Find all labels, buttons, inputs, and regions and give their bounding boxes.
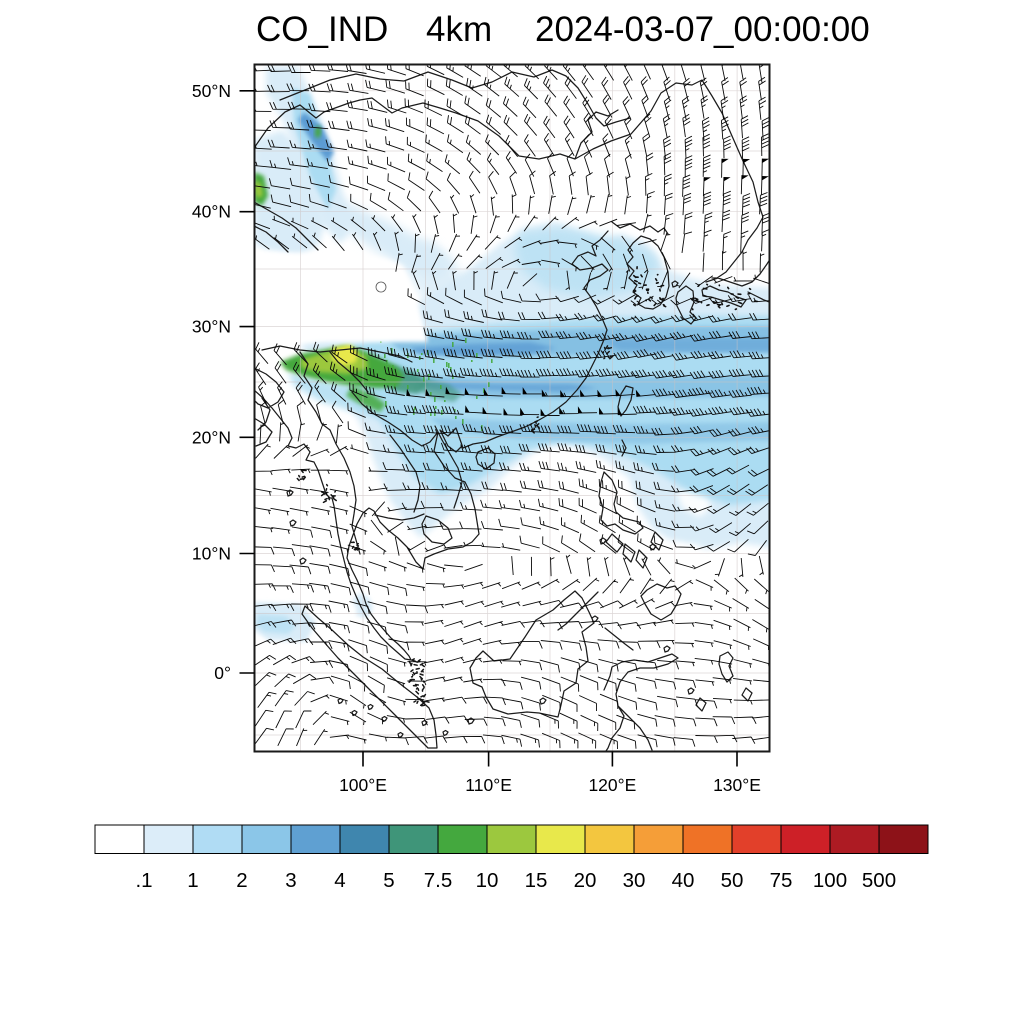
svg-text:0°: 0° <box>214 663 231 683</box>
svg-text:130°E: 130°E <box>713 775 761 795</box>
svg-text:10: 10 <box>476 869 499 892</box>
svg-text:50°N: 50°N <box>192 81 231 101</box>
svg-text:30: 30 <box>623 869 646 892</box>
svg-text:75: 75 <box>770 869 793 892</box>
svg-text:7.5: 7.5 <box>424 869 453 892</box>
svg-text:3: 3 <box>285 869 296 892</box>
svg-text:30°N: 30°N <box>192 317 231 337</box>
svg-text:2: 2 <box>236 869 247 892</box>
svg-text:100: 100 <box>813 869 847 892</box>
svg-text:50: 50 <box>721 869 744 892</box>
svg-text:100°E: 100°E <box>339 775 387 795</box>
svg-text:40: 40 <box>672 869 695 892</box>
svg-text:20°N: 20°N <box>192 427 231 447</box>
svg-text:2024-03-07_00:00:00: 2024-03-07_00:00:00 <box>535 10 870 49</box>
svg-text:4km: 4km <box>426 10 492 49</box>
svg-text:1: 1 <box>187 869 198 892</box>
svg-text:120°E: 120°E <box>588 775 636 795</box>
svg-text:40°N: 40°N <box>192 202 231 222</box>
svg-text:.1: .1 <box>135 869 152 892</box>
svg-text:110°E: 110°E <box>465 775 512 795</box>
svg-text:20: 20 <box>574 869 597 892</box>
svg-text:500: 500 <box>862 869 896 892</box>
svg-text:5: 5 <box>383 869 394 892</box>
svg-text:15: 15 <box>525 869 548 892</box>
svg-text:10°N: 10°N <box>192 544 231 564</box>
svg-text:4: 4 <box>334 869 345 892</box>
svg-text:CO_IND: CO_IND <box>256 10 388 49</box>
